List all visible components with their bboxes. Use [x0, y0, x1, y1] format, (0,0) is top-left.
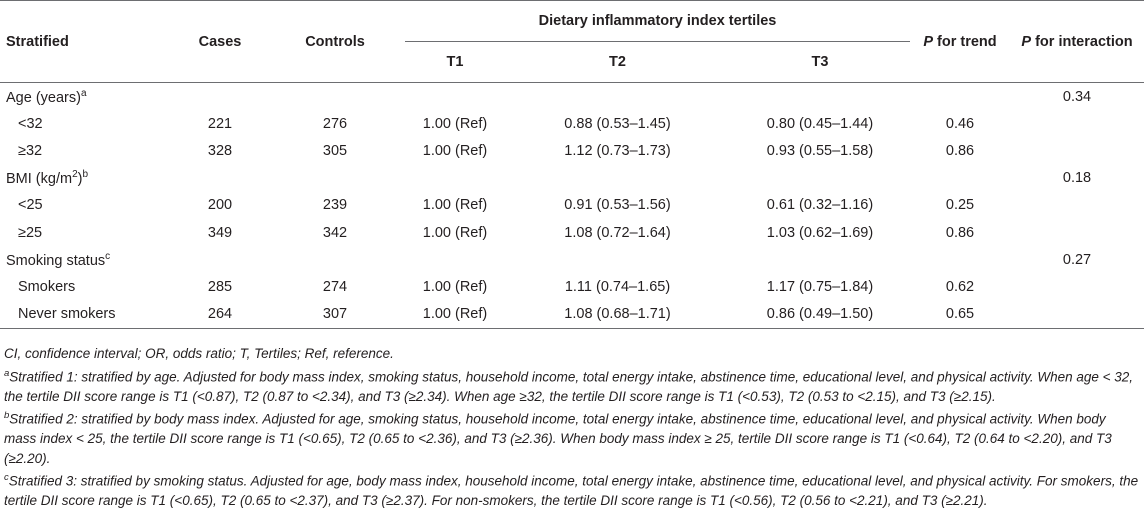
table-row: <25 200 239 1.00 (Ref) 0.91 (0.53–1.56) …	[0, 192, 1144, 219]
group-label-bmi-sup: b	[82, 169, 89, 181]
cell-t1: 1.00 (Ref)	[422, 115, 488, 132]
table-row: Smokers 285 274 1.00 (Ref) 1.11 (0.74–1.…	[0, 273, 1144, 300]
group-label-age: Age (years)a	[0, 83, 175, 111]
cell-controls: 307	[322, 306, 348, 323]
header-p-interaction-label: for interaction	[1031, 33, 1133, 50]
header-row-1: Stratified Cases Controls Dietary inflam…	[0, 0, 1144, 83]
group-label-smoking: Smoking statusc	[0, 246, 175, 273]
cell-cases: 264	[207, 306, 233, 323]
cell-p-trend: 0.62	[945, 278, 975, 295]
cell-p-trend: 0.86	[945, 142, 975, 159]
cell-t3: 1.17 (0.75–1.84)	[766, 278, 874, 295]
footnote-abbreviations: CI, confidence interval; OR, odds ratio;…	[4, 346, 394, 361]
footnote-b: bStratified 2: stratified by body mass i…	[4, 406, 1140, 468]
table-row: <32 221 276 1.00 (Ref) 0.88 (0.53–1.45) …	[0, 110, 1144, 137]
header-t2: T2	[609, 54, 626, 70]
row-label: ≥32	[18, 142, 43, 159]
group-label-bmi-close: )	[77, 171, 83, 188]
group-label-age-sup: a	[80, 87, 87, 99]
footnote-c-text: Stratified 3: stratified by smoking stat…	[4, 473, 1139, 509]
footnote-a: aStratified 1: stratified by age. Adjust…	[4, 364, 1140, 407]
footnote-b-marker: b	[4, 410, 10, 421]
header-p-interaction: P for interaction	[1010, 0, 1144, 83]
header-t3: T3	[811, 54, 829, 70]
cell-controls: 274	[322, 278, 348, 295]
group-label-smoking-sup: c	[105, 250, 111, 262]
p-interaction-smoking: 0.27	[1062, 251, 1092, 268]
p-interaction-bmi: 0.18	[1062, 170, 1092, 187]
group-row-smoking: Smoking statusc 0.27	[0, 246, 1144, 273]
cell-cases: 200	[207, 197, 233, 214]
row-label: <25	[18, 197, 43, 214]
table-row: ≥32 328 305 1.00 (Ref) 1.12 (0.73–1.73) …	[0, 137, 1144, 164]
cell-p-trend: 0.65	[945, 306, 975, 323]
cell-t1: 1.00 (Ref)	[422, 142, 488, 159]
cell-cases: 349	[207, 224, 233, 241]
stratified-analysis-table: Stratified Cases Controls Dietary inflam…	[0, 0, 1144, 329]
group-row-age: Age (years)a 0.34	[0, 83, 1144, 111]
cell-t2: 0.91 (0.53–1.56)	[564, 197, 671, 214]
cell-t1: 1.00 (Ref)	[422, 278, 488, 295]
cell-t2: 1.12 (0.73–1.73)	[564, 142, 671, 159]
cell-p-trend: 0.46	[945, 115, 975, 132]
cell-t1: 1.00 (Ref)	[422, 224, 488, 241]
header-cases: Cases	[175, 0, 265, 83]
cell-controls: 305	[322, 142, 348, 159]
p-interaction-age: 0.34	[1062, 88, 1092, 105]
header-controls: Controls	[265, 0, 405, 83]
row-label: Never smokers	[18, 306, 116, 323]
group-label-smoking-text: Smoking status	[6, 252, 106, 269]
row-label: Smokers	[18, 278, 76, 295]
cell-controls: 276	[322, 115, 348, 132]
group-label-bmi: BMI (kg/m2)b	[0, 165, 175, 192]
cell-controls: 342	[322, 224, 348, 241]
cell-cases: 328	[207, 142, 233, 159]
cell-p-trend: 0.25	[945, 197, 975, 214]
cell-t2: 1.11 (0.74–1.65)	[564, 278, 671, 295]
cell-t2: 1.08 (0.72–1.64)	[564, 224, 671, 241]
group-label-age-text: Age (years)	[6, 89, 81, 106]
cell-cases: 221	[207, 115, 233, 132]
group-row-bmi: BMI (kg/m2)b 0.18	[0, 165, 1144, 192]
table-footnotes: CI, confidence interval; OR, odds ratio;…	[4, 344, 1140, 511]
footnote-b-text: Stratified 2: stratified by body mass in…	[4, 411, 1112, 466]
cell-t1: 1.00 (Ref)	[422, 197, 488, 214]
group-label-bmi-text: BMI (kg/m	[6, 171, 73, 188]
cell-t3: 0.93 (0.55–1.58)	[766, 142, 874, 159]
cell-t3: 0.86 (0.49–1.50)	[766, 306, 874, 323]
header-row-2: T1 T2 T3	[0, 42, 1144, 83]
cell-cases: 285	[207, 278, 233, 295]
footnote-c-marker: c	[4, 472, 9, 483]
header-p-interaction-p: P	[1021, 33, 1032, 50]
cell-p-trend: 0.86	[945, 224, 975, 241]
cell-t3: 0.80 (0.45–1.44)	[766, 115, 874, 132]
header-p-trend-label: for trend	[933, 33, 997, 50]
header-dii-tertiles: Dietary inflammatory index tertiles	[405, 0, 910, 42]
header-stratified: Stratified	[0, 0, 175, 83]
cell-t2: 0.88 (0.53–1.45)	[564, 115, 671, 132]
cell-t1: 1.00 (Ref)	[422, 306, 488, 323]
cell-t3: 0.61 (0.32–1.16)	[766, 197, 874, 214]
header-t1: T1	[446, 54, 464, 70]
cell-controls: 239	[322, 197, 348, 214]
table-row: ≥25 349 342 1.00 (Ref) 1.08 (0.72–1.64) …	[0, 219, 1144, 246]
header-p-trend-p: P	[923, 33, 934, 50]
footnote-c: cStratified 3: stratified by smoking sta…	[4, 468, 1140, 511]
cell-t2: 1.08 (0.68–1.71)	[564, 306, 671, 323]
header-p-trend: P for trend	[910, 0, 1010, 83]
group-label-bmi-squared: 2	[72, 169, 78, 181]
cell-t3: 1.03 (0.62–1.69)	[766, 224, 874, 241]
row-label: ≥25	[18, 224, 43, 241]
footnote-a-marker: a	[4, 367, 10, 379]
row-label: <32	[18, 115, 43, 132]
footnote-a-text: Stratified 1: stratified by age. Adjuste…	[4, 369, 1134, 404]
table-row: Never smokers 264 307 1.00 (Ref) 1.08 (0…	[0, 301, 1144, 329]
